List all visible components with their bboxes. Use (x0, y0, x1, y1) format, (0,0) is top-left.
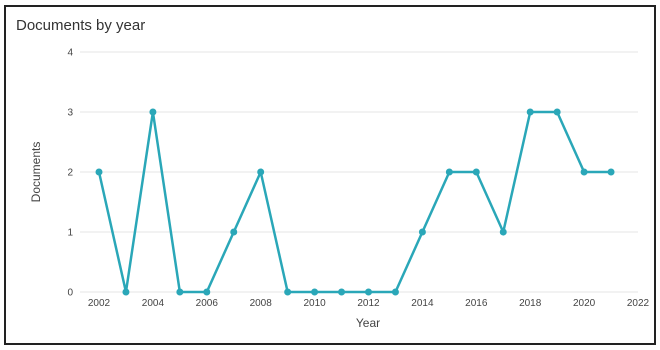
y-axis-ticks: 0 1 2 3 4 (67, 48, 73, 299)
grid-lines (80, 51, 638, 293)
x-axis-label: Year (356, 316, 380, 330)
data-point (580, 168, 588, 176)
x-tick-label: 2020 (573, 298, 596, 309)
data-point (122, 288, 130, 296)
x-tick-label: 2008 (250, 298, 273, 309)
data-points (95, 108, 615, 296)
data-point (176, 288, 184, 296)
data-point (311, 288, 319, 296)
x-axis-ticks: 2002 2004 2006 2008 2010 2012 2014 2016 2018 2020… (88, 298, 650, 309)
y-axis-label: Documents (29, 142, 43, 203)
chart-frame: Documents by year (4, 5, 656, 345)
data-point (499, 228, 507, 236)
data-point (391, 288, 399, 296)
data-point (257, 168, 265, 176)
data-point (472, 168, 480, 176)
x-tick-label: 2022 (627, 298, 650, 309)
y-tick-label: 4 (67, 48, 73, 59)
data-point (203, 288, 211, 296)
x-tick-label: 2012 (357, 298, 380, 309)
data-point (607, 168, 615, 176)
y-tick-label: 0 (67, 288, 73, 299)
data-point (526, 108, 534, 116)
series-line (97, 110, 612, 294)
data-point (230, 228, 238, 236)
x-tick-label: 2002 (88, 298, 111, 309)
data-point (284, 288, 292, 296)
data-point (95, 168, 103, 176)
y-tick-label: 1 (67, 228, 73, 239)
data-point (445, 168, 453, 176)
y-tick-label: 2 (67, 168, 73, 179)
x-tick-label: 2006 (196, 298, 219, 309)
data-point (365, 288, 372, 296)
data-point (149, 108, 157, 116)
chart-title: Documents by year (16, 17, 146, 34)
x-tick-label: 2014 (411, 298, 434, 309)
x-tick-label: 2004 (142, 298, 165, 309)
x-tick-label: 2018 (519, 298, 542, 309)
y-tick-label: 3 (67, 108, 73, 119)
data-point (418, 228, 426, 236)
x-tick-label: 2010 (303, 298, 326, 309)
data-point (553, 108, 561, 116)
x-tick-label: 2016 (465, 298, 488, 309)
data-point (338, 288, 346, 296)
